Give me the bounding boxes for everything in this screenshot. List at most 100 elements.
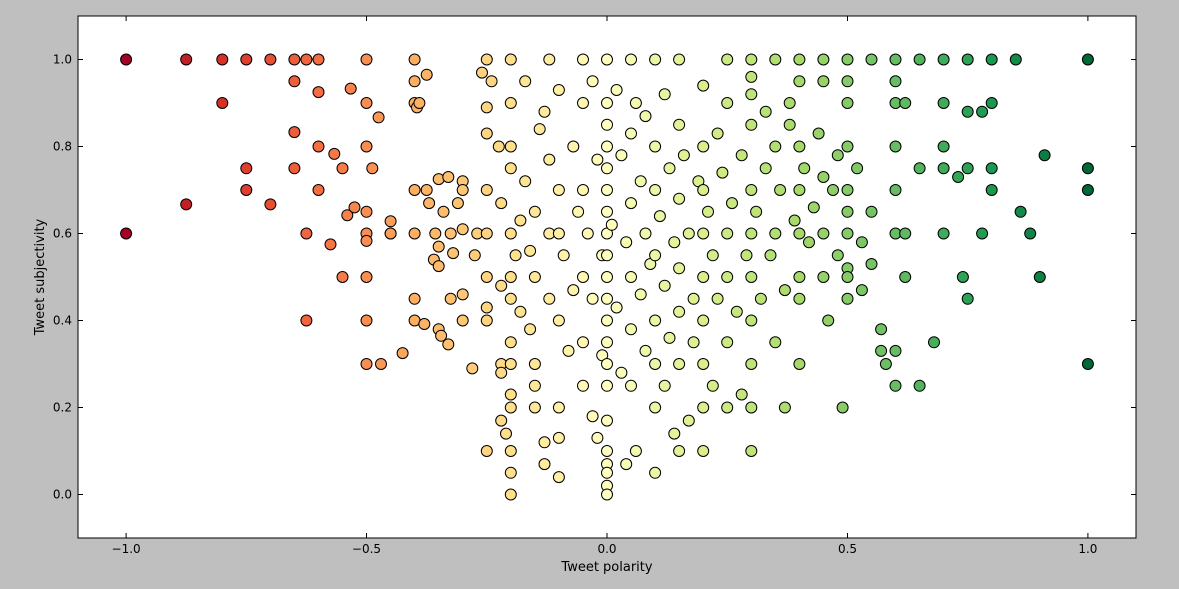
data-point xyxy=(817,227,830,240)
data-point xyxy=(577,97,589,109)
data-point xyxy=(721,53,734,66)
data-point xyxy=(745,88,758,101)
data-point xyxy=(500,427,512,440)
data-point xyxy=(601,414,613,427)
data-point xyxy=(519,75,532,88)
y-tick-label: 0.4 xyxy=(53,314,72,328)
data-point xyxy=(875,344,888,357)
data-point xyxy=(822,314,835,327)
data-point xyxy=(841,292,854,305)
data-point xyxy=(841,53,854,66)
data-point xyxy=(817,53,830,66)
data-point xyxy=(745,53,758,66)
data-point xyxy=(300,227,313,240)
data-point xyxy=(456,288,469,301)
data-point xyxy=(976,105,989,118)
data-point xyxy=(408,75,421,88)
data-point xyxy=(601,53,613,66)
axis-ticks: −1.0 −0.5 0.0 0.5 1.0 0.0 0.2 0.4 0.6 0.8 1.0 xyxy=(53,16,1136,556)
data-point xyxy=(721,401,734,414)
data-point xyxy=(625,53,637,66)
data-point xyxy=(865,258,878,270)
data-point xyxy=(480,227,493,240)
data-point xyxy=(312,53,325,66)
data-point xyxy=(774,184,787,196)
data-point xyxy=(913,379,926,392)
data-point xyxy=(697,227,710,240)
data-point xyxy=(769,227,782,240)
data-point xyxy=(601,97,613,109)
data-point xyxy=(514,305,527,318)
data-point xyxy=(851,162,864,175)
data-point xyxy=(985,184,998,196)
data-point xyxy=(504,97,517,109)
data-point xyxy=(817,271,830,283)
data-point xyxy=(721,336,734,349)
data-point xyxy=(985,162,998,175)
data-point xyxy=(841,271,854,283)
data-point xyxy=(495,366,508,379)
y-tick-label: 0.2 xyxy=(53,401,72,415)
data-point xyxy=(504,358,517,370)
data-point xyxy=(504,271,517,283)
data-point xyxy=(889,75,902,88)
data-point xyxy=(288,75,301,88)
data-point xyxy=(706,249,719,262)
data-point xyxy=(509,249,522,262)
data-point xyxy=(1038,149,1051,162)
data-point xyxy=(702,205,714,218)
data-point xyxy=(721,271,734,283)
data-point xyxy=(480,301,493,314)
data-point xyxy=(793,184,806,196)
data-point xyxy=(420,68,433,81)
data-point xyxy=(817,75,830,88)
data-point xyxy=(620,236,633,249)
data-point xyxy=(360,314,373,327)
data-point xyxy=(721,97,734,109)
data-point xyxy=(937,162,950,175)
data-point xyxy=(572,205,585,218)
data-point xyxy=(328,147,341,160)
data-point xyxy=(634,288,647,301)
data-point xyxy=(673,192,686,205)
data-point xyxy=(697,140,710,153)
data-point xyxy=(976,227,989,240)
data-point xyxy=(240,162,253,175)
data-point xyxy=(663,162,676,175)
data-point xyxy=(480,127,493,140)
data-point xyxy=(668,236,681,249)
data-point xyxy=(562,344,575,357)
data-point xyxy=(601,118,613,131)
data-point xyxy=(899,271,912,283)
data-point xyxy=(673,445,686,457)
data-point xyxy=(798,162,811,175)
data-point xyxy=(543,292,556,305)
data-point xyxy=(601,314,613,327)
data-point xyxy=(344,82,357,95)
data-point xyxy=(677,149,690,162)
data-point xyxy=(841,184,854,196)
data-point xyxy=(759,162,772,175)
data-point xyxy=(697,79,710,92)
data-point xyxy=(658,88,671,101)
data-point xyxy=(803,236,815,249)
data-point xyxy=(745,401,758,414)
data-point xyxy=(625,127,637,140)
data-point xyxy=(492,140,505,153)
data-point xyxy=(673,118,686,131)
data-point xyxy=(456,223,469,236)
data-point xyxy=(649,358,662,370)
data-point xyxy=(601,336,613,349)
data-point xyxy=(793,358,806,370)
data-point xyxy=(649,184,662,196)
data-point xyxy=(615,149,628,162)
data-point xyxy=(841,140,854,153)
data-point xyxy=(360,358,373,370)
data-point xyxy=(504,445,517,457)
data-point xyxy=(952,171,965,183)
data-point xyxy=(312,184,325,196)
data-point xyxy=(437,205,450,218)
data-point xyxy=(697,184,710,196)
data-point xyxy=(875,323,888,336)
data-point xyxy=(552,314,565,327)
